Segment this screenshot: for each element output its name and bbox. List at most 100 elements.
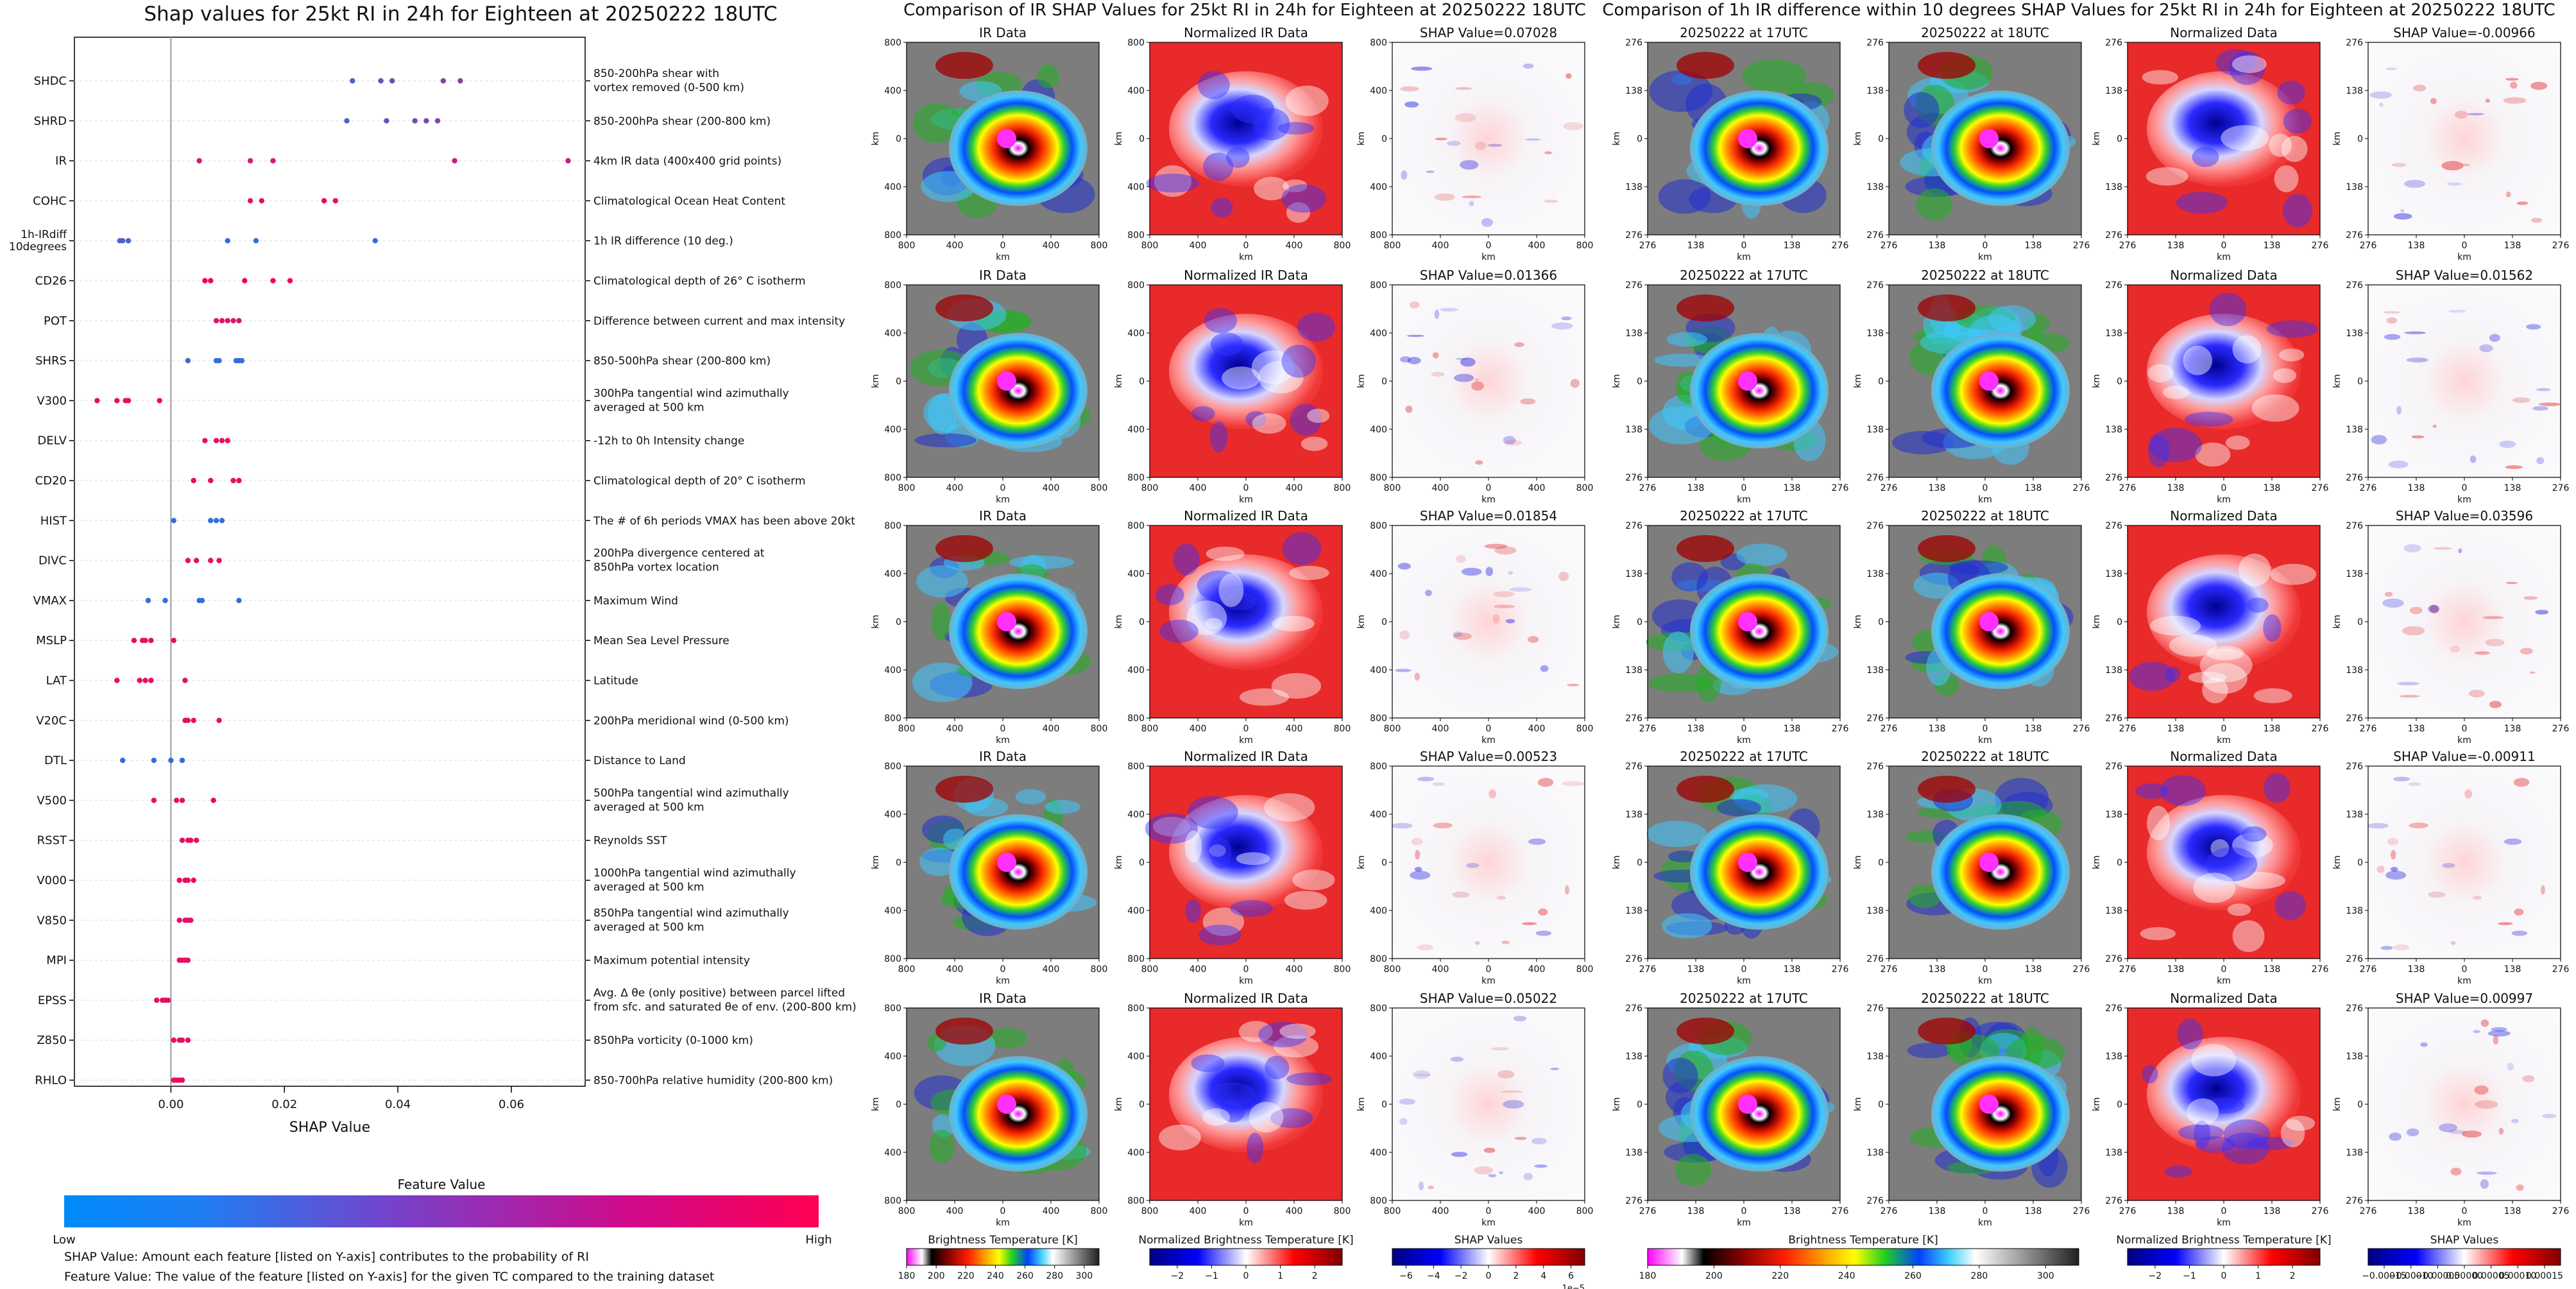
norm-patch — [1173, 543, 1200, 576]
norm-patch — [1211, 198, 1233, 218]
panel-x-tick-label: 0 — [1243, 241, 1249, 251]
norm-patch — [1191, 1054, 1225, 1072]
norm-patch — [1145, 813, 1198, 844]
feature-name-label: POT — [44, 314, 67, 328]
colorbar-tick-label: −0.00015 — [2362, 1271, 2407, 1281]
shap-patch — [1488, 789, 1497, 799]
shap-patch — [1538, 908, 1548, 916]
norm-patch — [1283, 179, 1308, 192]
shap-patch — [2458, 548, 2462, 554]
shap-patch — [1544, 200, 1559, 203]
norm-patch — [2206, 645, 2244, 661]
norm-patch — [2273, 368, 2297, 383]
feature-description: Maximum potential intensity — [593, 955, 750, 968]
panel-x-tick-label: 800 — [1091, 483, 1108, 493]
shap-patch — [1415, 849, 1420, 860]
panel-x-tick-label: 138 — [2264, 241, 2281, 251]
panel-x-axis-label: km — [1978, 735, 1992, 746]
panel-y-tick-label: 400 — [884, 665, 901, 676]
x-tick-label: 0.04 — [385, 1098, 411, 1111]
feature-description: -12h to 0h Intensity change — [593, 435, 744, 448]
panel-y-tick-label: 138 — [1866, 906, 1884, 916]
norm-patch — [2149, 427, 2202, 463]
norm-patch — [2251, 394, 2299, 422]
panel-x-tick-label: 138 — [2025, 483, 2042, 493]
shap-patch — [2540, 885, 2545, 895]
shap-patch — [1394, 669, 1412, 672]
eye — [1979, 1095, 1999, 1114]
panel-x-tick-label: 276 — [1639, 724, 1657, 734]
shap-patch — [2511, 930, 2528, 936]
panel-y-tick-label: 276 — [1625, 954, 1642, 964]
shap-patch — [1425, 590, 1432, 597]
colorbar-tick-label: 4 — [1540, 1271, 1546, 1281]
shap-point — [350, 78, 355, 84]
panel-y-tick-label: 276 — [2346, 38, 2363, 48]
colorbar-tick-label: 0 — [1243, 1271, 1249, 1281]
colorbar-tick-label: 300 — [2037, 1271, 2054, 1281]
shap-patch — [2386, 317, 2398, 324]
shap-patch — [2450, 645, 2461, 653]
panel-y-tick-label: 276 — [2346, 954, 2363, 964]
norm-patch — [2135, 783, 2169, 799]
cloud-patch — [935, 535, 993, 562]
panel-x-tick-label: 400 — [1043, 724, 1060, 734]
shap-point — [213, 518, 219, 524]
cloud-patch — [928, 1129, 955, 1164]
panel-x-tick-label: 276 — [2119, 241, 2137, 251]
shap-patch — [1500, 1090, 1524, 1093]
panel-y-tick-label: 0 — [1381, 858, 1387, 868]
norm-patch — [2209, 293, 2247, 327]
shap-point — [452, 158, 457, 164]
panel-x-tick-label: 400 — [1043, 964, 1060, 975]
shap-patch — [2511, 1118, 2519, 1123]
panel-x-tick-label: 276 — [2073, 241, 2090, 251]
panel-title: SHAP Value=0.00523 — [1420, 749, 1557, 764]
colorbar-label: SHAP Values — [1454, 1234, 1523, 1247]
cloud-patch — [1717, 799, 1762, 817]
shap-point — [270, 158, 276, 164]
panel-x-tick-label: 0 — [1741, 1206, 1747, 1216]
feature-description: 850hPa tangential wind azimuthally — [593, 907, 789, 919]
shap-patch — [1450, 1056, 1464, 1062]
panel-x-tick-label: 138 — [2504, 241, 2521, 251]
panel-y-tick-label: 138 — [1625, 425, 1642, 435]
feature-name-label-line2: 10degrees — [9, 241, 67, 253]
feature-description: 300hPa tangential wind azimuthally — [593, 387, 789, 400]
panel-y-tick-label: 276 — [2105, 1003, 2122, 1014]
shap-patch — [2476, 1171, 2497, 1175]
panel-shap: SHAP Value=0.018548008004004000040040080… — [1356, 508, 1593, 746]
panel-x-tick-label: 400 — [1190, 724, 1207, 734]
panel-title: 20250222 at 17UTC — [1680, 268, 1808, 283]
colorbar-tick-label: 1 — [1277, 1271, 1283, 1281]
shap-point — [179, 757, 185, 764]
shap-patch — [2526, 324, 2541, 330]
panel-y-tick-label: 400 — [1127, 1148, 1145, 1158]
panel-y-tick-label: 0 — [1139, 858, 1145, 868]
panel-x-tick-label: 0 — [1983, 241, 1988, 251]
panel-x-axis-label: km — [1239, 495, 1253, 505]
panel-x-tick-label: 0 — [1741, 483, 1747, 493]
panel-y-tick-label: 400 — [1127, 906, 1145, 916]
norm-patch — [2129, 662, 2176, 691]
colorbar-tick-label: 220 — [957, 1271, 975, 1281]
panel-y-axis-label: km — [2092, 132, 2102, 146]
panel-y-tick-label: 138 — [1866, 1052, 1884, 1062]
feature-name-label: CD20 — [35, 474, 67, 488]
panel-x-tick-label: 400 — [1190, 241, 1207, 251]
norm-patch — [2178, 1124, 2224, 1141]
panel-title: 20250222 at 18UTC — [1921, 991, 2049, 1006]
panel-norm: Normalized Data2762761381380013813827627… — [2092, 749, 2328, 986]
shap-patch — [2380, 946, 2393, 950]
panel-y-tick-label: 400 — [1370, 1052, 1387, 1062]
panel-x-tick-label: 800 — [1384, 241, 1401, 251]
cloud-patch — [1646, 821, 1707, 848]
norm-patch — [2210, 839, 2230, 858]
panel-y-tick-label: 800 — [1370, 1003, 1387, 1014]
panel-x-tick-label: 0 — [1243, 724, 1249, 734]
colorbar-tick-label: 260 — [1904, 1271, 1922, 1281]
panel-y-tick-label: 138 — [2346, 425, 2363, 435]
cloud-patch — [912, 103, 962, 143]
colorbar-tick-label: 280 — [1046, 1271, 1063, 1281]
